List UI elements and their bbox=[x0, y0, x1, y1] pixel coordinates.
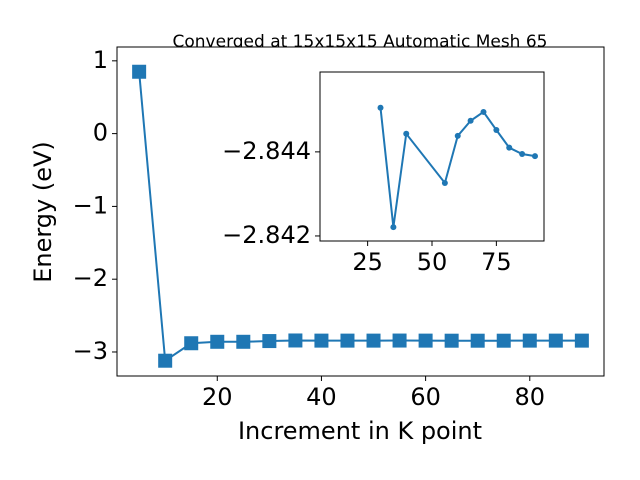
data-marker bbox=[467, 117, 474, 124]
data-marker bbox=[441, 179, 448, 186]
y-tick-label: −1 bbox=[73, 191, 108, 219]
y-axis-label: Energy (eV) bbox=[29, 141, 57, 283]
data-marker bbox=[496, 333, 511, 348]
x-axis-label: Increment in K point bbox=[238, 417, 482, 445]
x-tick-label: 20 bbox=[202, 383, 233, 411]
x-tick-label: 60 bbox=[410, 383, 441, 411]
data-marker bbox=[210, 334, 225, 349]
data-marker bbox=[444, 333, 459, 348]
data-marker bbox=[158, 353, 173, 368]
y-tick-label: −3 bbox=[73, 337, 108, 365]
data-marker bbox=[470, 333, 485, 348]
data-marker bbox=[506, 144, 513, 151]
y-tick-label: 0 bbox=[93, 119, 108, 147]
data-marker bbox=[184, 336, 199, 351]
data-marker bbox=[480, 108, 487, 115]
x-tick-label: 40 bbox=[306, 383, 337, 411]
x-tick-label: 25 bbox=[352, 248, 383, 276]
data-marker bbox=[403, 130, 410, 137]
data-marker bbox=[392, 333, 407, 348]
data-marker bbox=[236, 334, 251, 349]
data-marker bbox=[519, 150, 526, 157]
data-marker bbox=[377, 104, 384, 111]
axes-frame bbox=[319, 71, 545, 242]
data-marker bbox=[390, 224, 397, 231]
data-marker bbox=[340, 333, 355, 348]
data-marker bbox=[574, 333, 589, 348]
data-marker bbox=[288, 333, 303, 348]
data-marker bbox=[314, 333, 329, 348]
x-tick-label: 80 bbox=[515, 383, 546, 411]
y-tick-label: −2.844 bbox=[222, 137, 311, 165]
data-marker bbox=[418, 333, 433, 348]
x-tick-label: 75 bbox=[481, 248, 512, 276]
data-marker bbox=[262, 334, 277, 349]
y-tick-label: −2 bbox=[73, 264, 108, 292]
data-marker bbox=[366, 333, 381, 348]
x-tick-label: 50 bbox=[417, 248, 448, 276]
data-marker bbox=[132, 64, 147, 79]
data-marker bbox=[493, 127, 500, 134]
data-marker bbox=[548, 333, 563, 348]
data-marker bbox=[522, 333, 537, 348]
data-marker bbox=[454, 132, 461, 139]
data-marker bbox=[531, 153, 538, 160]
y-tick-label: −2.842 bbox=[222, 221, 311, 249]
y-tick-label: 1 bbox=[93, 46, 108, 74]
